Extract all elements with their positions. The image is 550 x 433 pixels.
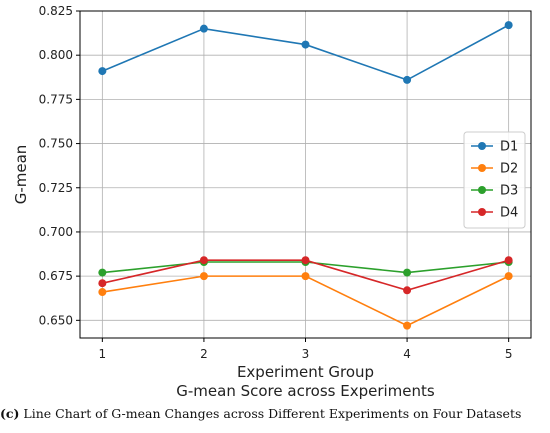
y-tick-label: 0.800 — [39, 48, 73, 62]
x-tick-label: 3 — [302, 347, 310, 361]
legend-marker-d3 — [478, 186, 486, 194]
axis-ticks: 1 2 3 4 5 0.650 0.675 0.700 0.725 0.750 0.775 0.800… — [39, 4, 513, 361]
y-tick-label: 0.825 — [39, 4, 73, 18]
data-point-d1 — [301, 40, 310, 49]
series-d1 — [98, 21, 513, 84]
data-point-d2 — [199, 272, 208, 281]
legend-label-d4: D4 — [500, 206, 518, 221]
data-point-d4 — [98, 279, 107, 288]
x-tick-label: 4 — [403, 347, 411, 361]
series-d4 — [98, 256, 513, 295]
legend-label-d3: D3 — [500, 184, 518, 199]
y-tick-label: 0.700 — [39, 225, 73, 239]
data-point-d2 — [98, 288, 107, 297]
y-axis-title: G-mean — [12, 145, 30, 205]
x-tick-label: 2 — [200, 347, 208, 361]
legend: D1 D2 D3 D4 — [463, 131, 526, 229]
x-tick-label: 5 — [505, 347, 513, 361]
x-axis-subtitle: G-mean Score across Experiments — [176, 382, 435, 400]
y-tick-label: 0.725 — [39, 181, 73, 195]
legend-marker-d4 — [478, 208, 486, 216]
grid-lines — [80, 10, 531, 338]
caption-label: (c) — [0, 406, 20, 421]
data-point-d2 — [301, 272, 310, 281]
y-tick-label: 0.750 — [39, 137, 73, 151]
caption-text: Line Chart of G-mean Changes across Diff… — [19, 406, 522, 421]
data-point-d4 — [199, 256, 208, 265]
legend-marker-d1 — [478, 142, 486, 150]
data-point-d3 — [98, 268, 107, 277]
series-d2 — [98, 272, 513, 330]
data-point-d4 — [403, 286, 412, 295]
data-point-d1 — [403, 75, 412, 84]
x-axis-title: Experiment Group — [237, 363, 374, 381]
data-point-d4 — [301, 256, 310, 265]
data-point-d4 — [504, 256, 513, 265]
data-point-d1 — [504, 21, 513, 30]
legend-label-d1: D1 — [500, 140, 518, 155]
data-point-d3 — [403, 268, 412, 277]
y-tick-label: 0.675 — [39, 269, 73, 283]
data-point-d1 — [98, 67, 107, 76]
data-point-d2 — [504, 272, 513, 281]
y-tick-label: 0.650 — [39, 313, 73, 327]
data-point-d2 — [403, 321, 412, 330]
data-point-d1 — [199, 24, 208, 33]
legend-marker-d2 — [478, 164, 486, 172]
y-tick-label: 0.775 — [39, 92, 73, 106]
legend-box — [463, 131, 526, 229]
line-chart: 1 2 3 4 5 0.650 0.675 0.700 0.725 0.750 0.775 0.800… — [12, 4, 532, 400]
figure-caption: (c) Line Chart of G-mean Changes across … — [0, 406, 550, 421]
series-layer — [98, 21, 513, 330]
legend-label-d2: D2 — [500, 162, 518, 177]
x-tick-label: 1 — [99, 347, 107, 361]
